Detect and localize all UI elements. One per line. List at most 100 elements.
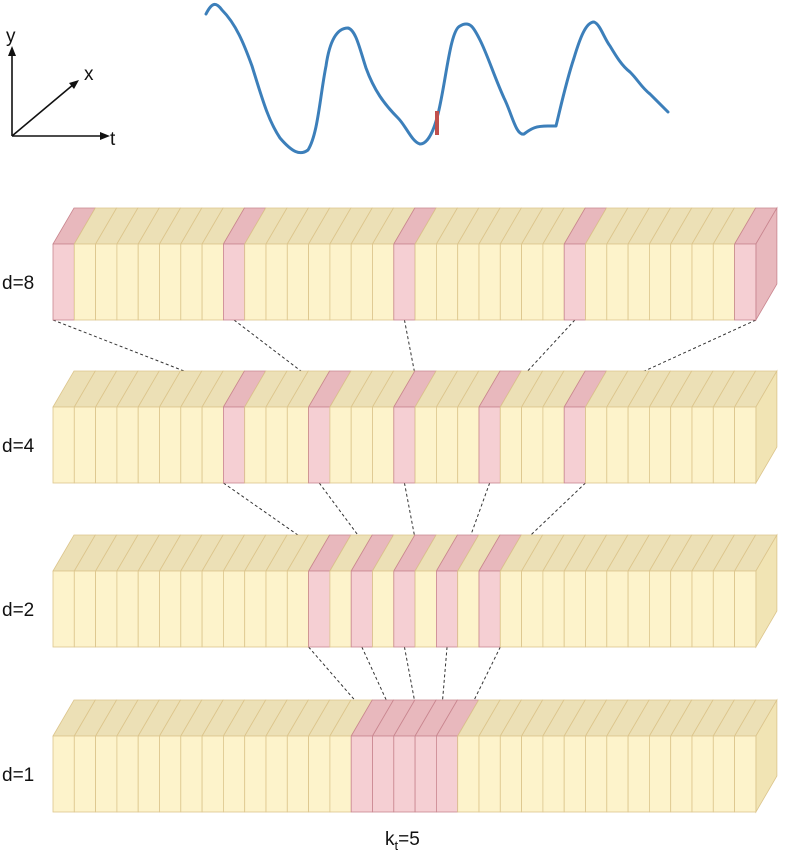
cell [286, 406, 309, 484]
highlighted-cell [734, 243, 757, 321]
cell [712, 735, 735, 813]
cell [499, 406, 522, 484]
cell [670, 735, 693, 813]
cell [457, 570, 480, 648]
cell [585, 406, 608, 484]
connection-line [308, 646, 377, 726]
cell [712, 406, 735, 484]
cell [308, 243, 331, 321]
time-series-signal [204, 3, 670, 155]
cell [308, 735, 331, 813]
layer-d-8: d=8 [2, 206, 778, 322]
cell [478, 735, 501, 813]
cell [159, 406, 182, 484]
layer-label: d=4 [2, 436, 35, 457]
cell [329, 406, 352, 484]
cell [414, 570, 437, 648]
cell [627, 570, 650, 648]
cell [137, 406, 160, 484]
cell [116, 243, 139, 321]
cell [414, 406, 437, 484]
cell [159, 570, 182, 648]
layer-d-1: d=1 [2, 698, 778, 814]
connection-line [403, 319, 420, 397]
cell [244, 406, 267, 484]
connection-line [504, 482, 586, 561]
cell [649, 243, 672, 321]
cell [52, 406, 75, 484]
cell [691, 243, 714, 321]
kernel-size-label: kt=5 [385, 829, 420, 853]
x-axis-label: x [84, 64, 94, 85]
highlighted-cell [308, 406, 331, 484]
current-timestep-marker [435, 111, 439, 135]
y-axis-label: y [6, 26, 16, 47]
cell [95, 570, 118, 648]
cell [649, 406, 672, 484]
cell [670, 570, 693, 648]
highlighted-cell [222, 243, 246, 321]
cell [606, 570, 629, 648]
highlighted-cell [372, 735, 395, 813]
cell [606, 406, 629, 484]
kernel-label-sub: t [395, 838, 399, 853]
cell [73, 570, 97, 648]
highlighted-cell [393, 406, 416, 484]
cell [457, 243, 480, 321]
cell [116, 570, 139, 648]
cell [521, 570, 544, 648]
cell [414, 243, 437, 321]
cell [116, 735, 139, 813]
kernel-label-tail: =5 [398, 829, 420, 850]
cell [542, 243, 565, 321]
connection-line [589, 319, 757, 397]
highlighted-cell [308, 570, 331, 648]
cell [329, 735, 352, 813]
cell [222, 735, 246, 813]
cell [542, 735, 565, 813]
cell [478, 243, 501, 321]
cell [372, 243, 395, 321]
cell [457, 406, 480, 484]
layer-label: d=1 [2, 765, 34, 786]
cell [329, 570, 352, 648]
cell [116, 406, 139, 484]
cell [606, 243, 629, 321]
axes-icon: y x t [6, 26, 116, 150]
cell [73, 406, 97, 484]
cell [52, 735, 75, 813]
connection-line [439, 646, 448, 726]
cell [734, 570, 757, 648]
cell [265, 570, 288, 648]
highlighted-cell [563, 406, 586, 484]
highlighted-cell [478, 570, 501, 648]
cell [435, 406, 459, 484]
cell [159, 243, 182, 321]
cell [286, 570, 309, 648]
cell [691, 735, 714, 813]
cell [222, 570, 246, 648]
highlighted-cell [393, 243, 416, 321]
cell [691, 570, 714, 648]
cell [585, 735, 608, 813]
highlighted-cell [393, 570, 416, 648]
highlighted-cell [350, 735, 373, 813]
cell [734, 406, 757, 484]
t-axis-label: t [110, 129, 116, 150]
cell [137, 243, 160, 321]
connection-line [52, 319, 249, 397]
cell [435, 243, 459, 321]
cell [627, 243, 650, 321]
highlighted-cell [563, 243, 586, 321]
cell [265, 735, 288, 813]
highlighted-cell [478, 406, 501, 484]
cell [670, 406, 693, 484]
cell [499, 570, 522, 648]
cell [52, 570, 75, 648]
cell [159, 735, 182, 813]
cell [649, 570, 672, 648]
cell [563, 570, 586, 648]
cell [712, 570, 735, 648]
highlighted-cell [414, 735, 437, 813]
